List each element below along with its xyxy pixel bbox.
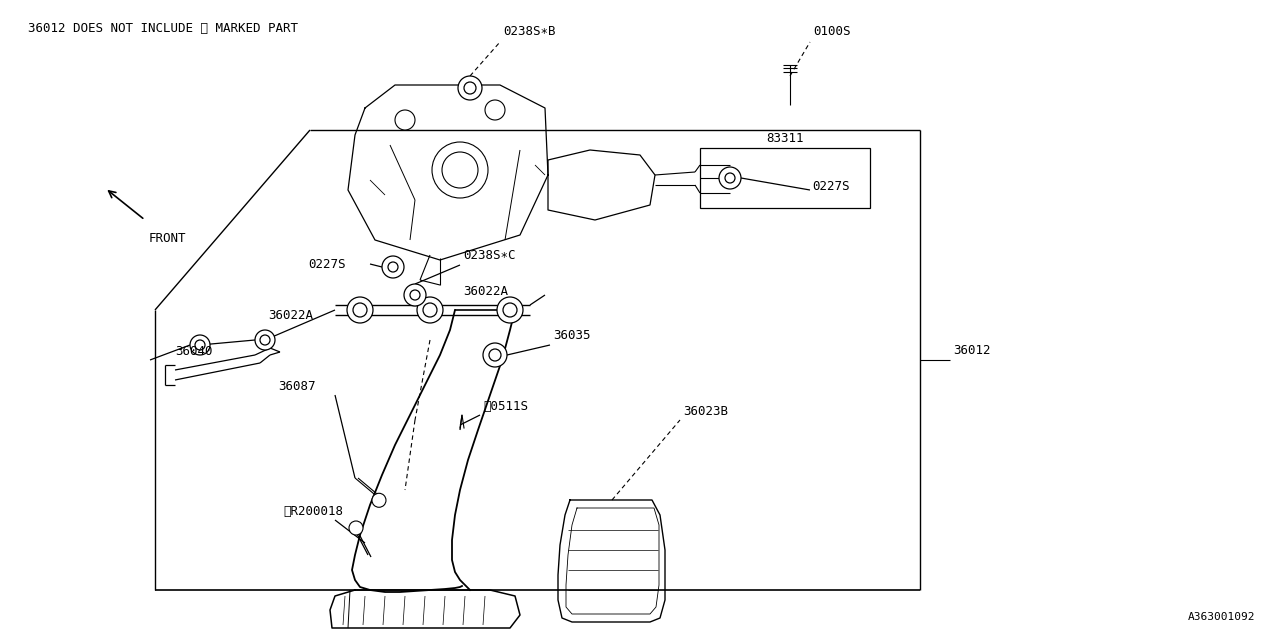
Circle shape (503, 303, 517, 317)
Text: 83311: 83311 (767, 132, 804, 145)
Circle shape (195, 340, 205, 350)
Circle shape (433, 142, 488, 198)
Circle shape (485, 100, 506, 120)
Text: 0100S: 0100S (813, 25, 850, 38)
Circle shape (724, 173, 735, 183)
Circle shape (396, 110, 415, 130)
Circle shape (347, 297, 372, 323)
Text: 36022A: 36022A (463, 285, 508, 298)
Circle shape (372, 493, 387, 508)
Circle shape (458, 76, 483, 100)
Circle shape (404, 284, 426, 306)
Text: 36087: 36087 (278, 380, 315, 393)
Text: A363001092: A363001092 (1188, 612, 1254, 622)
Bar (700, 148, 870, 208)
Circle shape (719, 167, 741, 189)
Text: 0227S: 0227S (812, 180, 850, 193)
Circle shape (489, 349, 500, 361)
Text: 36035: 36035 (553, 329, 590, 342)
Text: 0238S∗B: 0238S∗B (503, 25, 556, 38)
Circle shape (410, 290, 420, 300)
Circle shape (349, 521, 364, 535)
Text: 36040: 36040 (175, 345, 212, 358)
Circle shape (353, 303, 367, 317)
Text: FRONT: FRONT (148, 232, 187, 245)
Text: 0227S: 0227S (308, 257, 346, 271)
Circle shape (497, 297, 524, 323)
Text: 36022A: 36022A (268, 309, 314, 322)
Circle shape (442, 152, 477, 188)
Circle shape (465, 82, 476, 94)
Text: 36023B: 36023B (684, 405, 728, 418)
Circle shape (189, 335, 210, 355)
Text: ※R200018: ※R200018 (283, 505, 343, 518)
Text: ※0511S: ※0511S (483, 400, 529, 413)
Circle shape (388, 262, 398, 272)
Circle shape (255, 330, 275, 350)
Text: 36012 DOES NOT INCLUDE ※ MARKED PART: 36012 DOES NOT INCLUDE ※ MARKED PART (28, 22, 298, 35)
Circle shape (260, 335, 270, 345)
Circle shape (422, 303, 436, 317)
Text: 0238S∗C: 0238S∗C (463, 249, 516, 262)
Text: 36012: 36012 (954, 344, 991, 357)
Circle shape (381, 256, 404, 278)
Circle shape (483, 343, 507, 367)
Circle shape (417, 297, 443, 323)
